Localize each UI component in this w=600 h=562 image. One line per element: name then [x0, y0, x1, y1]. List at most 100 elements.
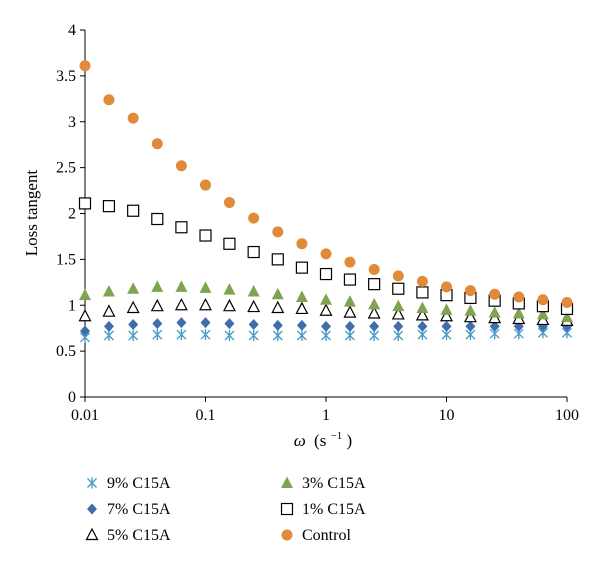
y-tick-label: 0.5	[56, 343, 76, 360]
data-point	[103, 330, 114, 342]
data-point	[393, 330, 404, 342]
data-point	[175, 280, 188, 292]
data-point	[103, 94, 115, 106]
legend-label: 7% C15A	[107, 501, 171, 518]
data-point	[295, 301, 309, 315]
data-point	[320, 248, 332, 260]
legend-marker	[281, 476, 293, 488]
legend-marker	[85, 527, 99, 541]
data-point	[102, 200, 116, 213]
y-tick-label: 3.5	[56, 68, 76, 85]
x-axis-unit: (s	[314, 431, 326, 450]
x-axis-symbol: ω	[294, 431, 306, 450]
y-tick-label: 2	[68, 206, 76, 223]
legend-label: 9% C15A	[107, 475, 171, 492]
legend-item: Control	[281, 527, 351, 544]
data-point	[199, 297, 212, 311]
data-point	[79, 288, 91, 301]
data-point	[440, 303, 453, 315]
series-3	[79, 280, 573, 323]
x-axis-title: ω (s −1 )	[294, 424, 352, 450]
data-point	[296, 330, 307, 342]
legend-item: 3% C15A	[281, 475, 366, 492]
data-point	[343, 305, 357, 318]
data-point	[392, 299, 405, 312]
y-tick-label: 0	[68, 389, 76, 406]
data-point	[368, 278, 381, 291]
y-tick-label: 4	[68, 22, 76, 39]
data-point	[368, 263, 380, 275]
data-point	[199, 229, 212, 242]
data-point	[392, 270, 404, 282]
data-point	[416, 301, 429, 314]
data-point	[319, 303, 333, 316]
y-tick-label: 2.5	[56, 160, 76, 177]
data-point	[321, 320, 331, 332]
data-point	[367, 306, 381, 319]
data-point	[150, 298, 164, 312]
data-point	[248, 212, 260, 224]
data-point	[272, 226, 284, 238]
data-point	[200, 317, 211, 329]
data-point	[343, 273, 357, 286]
x-tick-label: 1	[322, 407, 330, 424]
data-points	[78, 60, 574, 343]
data-point	[489, 288, 501, 300]
data-point	[271, 300, 285, 314]
data-point	[152, 329, 163, 341]
data-point	[369, 320, 380, 332]
y-tick-label: 1.5	[56, 251, 76, 268]
series-5	[79, 60, 573, 308]
data-point	[223, 237, 236, 250]
data-point	[272, 319, 283, 331]
data-point	[441, 281, 452, 293]
data-point	[78, 308, 92, 322]
data-point	[369, 330, 380, 342]
data-point	[176, 329, 187, 341]
data-point	[512, 307, 525, 319]
data-point	[561, 310, 573, 323]
data-point	[102, 304, 116, 317]
data-point	[128, 330, 139, 342]
x-tick-label: 0.01	[71, 407, 99, 424]
data-point	[295, 290, 308, 302]
x-axis-close: )	[347, 431, 353, 450]
data-point	[296, 319, 307, 331]
data-point	[102, 284, 115, 297]
data-point	[200, 179, 211, 191]
legend-label: 3% C15A	[302, 475, 366, 492]
data-point	[441, 320, 452, 332]
data-point	[126, 300, 140, 314]
data-point	[200, 329, 211, 341]
data-point	[295, 261, 309, 274]
data-point	[175, 160, 187, 172]
data-point	[561, 296, 573, 308]
legend-marker	[281, 529, 293, 541]
legend-label: 5% C15A	[107, 527, 171, 544]
data-point	[489, 320, 500, 332]
plot-area: 0.01 0.1 1 10 100 0 0.5 1 1.5 2 2.5 3 3.5 4	[56, 22, 579, 424]
data-point	[248, 319, 259, 331]
x-axis-ticks: 0.01 0.1 1 10 100	[71, 397, 579, 424]
legend-marker	[280, 502, 294, 516]
data-point	[392, 282, 405, 295]
data-point	[78, 197, 92, 210]
data-point	[463, 309, 477, 323]
data-point	[175, 221, 188, 234]
data-point	[127, 282, 140, 294]
data-point	[80, 325, 90, 337]
data-point	[344, 330, 355, 342]
legend-label: Control	[302, 527, 351, 544]
data-point	[513, 291, 525, 303]
series-4	[78, 197, 574, 316]
data-point	[176, 317, 187, 329]
data-point	[416, 286, 429, 299]
data-point	[464, 304, 477, 316]
data-point	[344, 256, 356, 268]
x-tick-label: 100	[555, 407, 579, 424]
data-point	[271, 253, 284, 266]
legend: 9% C15A 3% C15A 7% C15A 1% C15A 5% C15A Contr…	[85, 475, 366, 544]
legend-marker	[87, 503, 97, 515]
data-point	[416, 275, 428, 287]
data-point	[272, 330, 283, 342]
